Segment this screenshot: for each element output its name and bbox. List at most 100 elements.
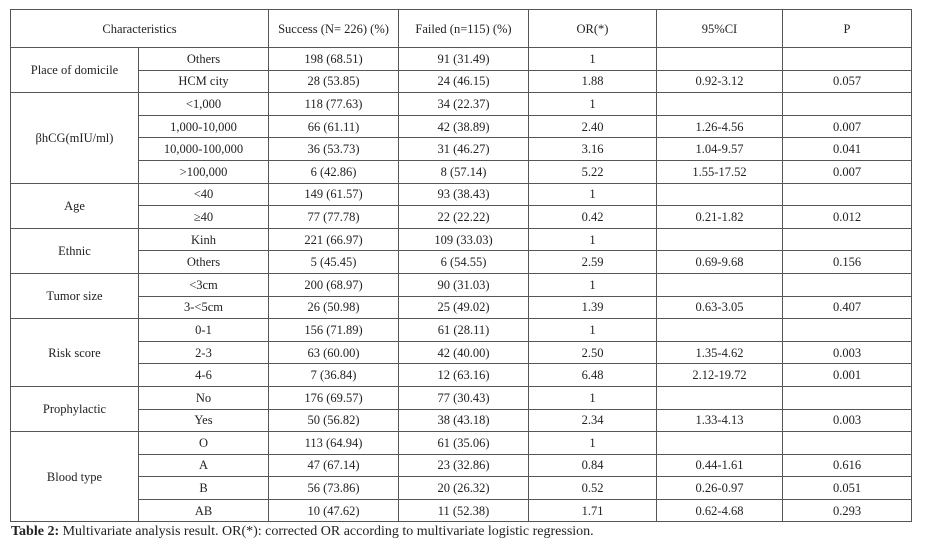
or-cell: 1 bbox=[528, 385, 657, 410]
table-row: Others 5 (45.45) 6 (54.55) 2.59 0.69-9.68 0.1… bbox=[11, 250, 912, 274]
success-cell: 47 (67.14) bbox=[268, 453, 399, 478]
header-p: P bbox=[782, 9, 912, 48]
p-cell bbox=[782, 92, 912, 116]
or-cell: 1.88 bbox=[528, 69, 657, 94]
category-cell: <3cm bbox=[138, 272, 269, 297]
table-row: A 47 (67.14) 23 (32.86) 0.84 0.44-1.61 0.616 bbox=[11, 453, 912, 478]
failed-cell: 91 (31.49) bbox=[398, 47, 529, 71]
success-cell: 113 (64.94) bbox=[268, 431, 399, 455]
ci-cell: 0.92-3.12 bbox=[656, 69, 783, 94]
table-caption: Table 2: Multivariate analysis result. O… bbox=[11, 524, 594, 540]
category-cell: 2-3 bbox=[138, 340, 269, 365]
ci-cell: 0.26-0.97 bbox=[656, 476, 783, 500]
header-or: OR(*) bbox=[528, 9, 657, 48]
ci-cell: 1.55-17.52 bbox=[656, 159, 783, 184]
p-cell bbox=[782, 385, 912, 410]
category-cell: 4-6 bbox=[138, 363, 269, 387]
p-cell: 0.051 bbox=[782, 476, 912, 500]
ci-cell: 2.12-19.72 bbox=[656, 363, 783, 387]
or-cell: 1.71 bbox=[528, 498, 657, 523]
ci-cell: 0.21-1.82 bbox=[656, 205, 783, 229]
table-row: ≥40 77 (77.78) 22 (22.22) 0.42 0.21-1.82 0.01… bbox=[11, 205, 912, 229]
or-cell: 2.34 bbox=[528, 408, 657, 433]
table-row: Place of domicile Others 198 (68.51) 91 (31… bbox=[10, 46, 912, 94]
success-cell: 10 (47.62) bbox=[268, 498, 399, 523]
ci-cell bbox=[656, 92, 783, 116]
failed-cell: 22 (22.22) bbox=[398, 205, 529, 229]
or-cell: 1 bbox=[528, 182, 657, 207]
or-cell: 1 bbox=[528, 92, 657, 116]
table-row: 1,000-10,000 66 (61.11) 42 (38.89) 2.40 1.26… bbox=[11, 114, 912, 139]
p-cell: 0.007 bbox=[782, 114, 912, 139]
category-cell: 3-<5cm bbox=[138, 295, 269, 320]
success-cell: 156 (71.89) bbox=[268, 318, 399, 342]
p-cell bbox=[782, 431, 912, 455]
header-success: Success (N= 226) (%) bbox=[268, 9, 399, 48]
category-cell: B bbox=[138, 476, 269, 500]
failed-cell: 77 (30.43) bbox=[398, 385, 529, 410]
ci-cell bbox=[656, 272, 783, 297]
success-cell: 149 (61.57) bbox=[268, 182, 399, 207]
failed-cell: 61 (28.11) bbox=[398, 318, 529, 342]
category-cell: 0-1 bbox=[138, 318, 269, 342]
failed-cell: 6 (54.55) bbox=[398, 250, 529, 274]
success-cell: 77 (77.78) bbox=[268, 205, 399, 229]
success-cell: 28 (53.85) bbox=[268, 69, 399, 94]
table-row: B 56 (73.86) 20 (26.32) 0.52 0.26-0.97 0.051 bbox=[11, 476, 912, 500]
category-cell: Others bbox=[138, 250, 269, 274]
failed-cell: 93 (38.43) bbox=[398, 182, 529, 207]
table-row: Ethnic Kinh 221 (66.97) 109 (33.03) 1 bbox=[10, 227, 912, 274]
failed-cell: 34 (22.37) bbox=[398, 92, 529, 116]
table-row: Blood type O 113 (64.94) 61 (35.06) 1 bbox=[10, 431, 912, 523]
p-cell: 0.293 bbox=[782, 498, 912, 523]
ci-cell: 1.33-4.13 bbox=[656, 408, 783, 433]
category-cell: O bbox=[138, 431, 269, 455]
or-cell: 5.22 bbox=[528, 159, 657, 184]
p-cell: 0.616 bbox=[782, 453, 912, 478]
p-cell: 0.012 bbox=[782, 205, 912, 229]
ci-cell: 0.44-1.61 bbox=[656, 453, 783, 478]
p-cell: 0.041 bbox=[782, 137, 912, 161]
table-row: 2-3 63 (60.00) 42 (40.00) 2.50 1.35-4.62 0.00… bbox=[11, 340, 912, 365]
table-row: AB 10 (47.62) 11 (52.38) 1.71 0.62-4.68 0.293 bbox=[11, 498, 912, 523]
ci-cell: 0.69-9.68 bbox=[656, 250, 783, 274]
failed-cell: 42 (40.00) bbox=[398, 340, 529, 365]
ci-cell: 1.35-4.62 bbox=[656, 340, 783, 365]
group-name-cell: βhCG(mIU/ml) bbox=[10, 92, 139, 184]
failed-cell: 42 (38.89) bbox=[398, 114, 529, 139]
category-cell: HCM city bbox=[138, 69, 269, 94]
or-cell: 0.52 bbox=[528, 476, 657, 500]
success-cell: 198 (68.51) bbox=[268, 47, 399, 71]
header-failed: Failed (n=115) (%) bbox=[398, 9, 529, 48]
p-cell bbox=[782, 272, 912, 297]
table-row: Risk score 0-1 156 (71.89) 61 (28.11) 1 bbox=[10, 318, 912, 387]
ci-cell: 0.62-4.68 bbox=[656, 498, 783, 523]
failed-cell: 38 (43.18) bbox=[398, 408, 529, 433]
category-cell: Kinh bbox=[138, 227, 269, 252]
or-cell: 1 bbox=[528, 431, 657, 455]
category-cell: Yes bbox=[138, 408, 269, 433]
group-name-cell: Risk score bbox=[10, 318, 139, 387]
success-cell: 26 (50.98) bbox=[268, 295, 399, 320]
failed-cell: 12 (63.16) bbox=[398, 363, 529, 387]
header-characteristics: Characteristics bbox=[10, 9, 269, 48]
caption-text: Multivariate analysis result. OR(*): cor… bbox=[59, 524, 594, 539]
failed-cell: 25 (49.02) bbox=[398, 295, 529, 320]
or-cell: 6.48 bbox=[528, 363, 657, 387]
success-cell: 7 (36.84) bbox=[268, 363, 399, 387]
group-name-cell: Prophylactic bbox=[10, 385, 139, 433]
table-body: Place of domicile Others 198 (68.51) 91 (31… bbox=[10, 46, 912, 523]
p-cell bbox=[782, 47, 912, 71]
failed-cell: 61 (35.06) bbox=[398, 431, 529, 455]
success-cell: 56 (73.86) bbox=[268, 476, 399, 500]
or-cell: 0.42 bbox=[528, 205, 657, 229]
table-row: HCM city 28 (53.85) 24 (46.15) 1.88 0.92-3.1… bbox=[11, 69, 912, 94]
ci-cell bbox=[656, 385, 783, 410]
table-row: Age <40 149 (61.57) 93 (38.43) 1 bbox=[10, 182, 912, 229]
or-cell: 1.39 bbox=[528, 295, 657, 320]
ci-cell bbox=[656, 318, 783, 342]
ci-cell: 1.04-9.57 bbox=[656, 137, 783, 161]
success-cell: 66 (61.11) bbox=[268, 114, 399, 139]
group-name-cell: Blood type bbox=[10, 431, 139, 523]
success-cell: 118 (77.63) bbox=[268, 92, 399, 116]
